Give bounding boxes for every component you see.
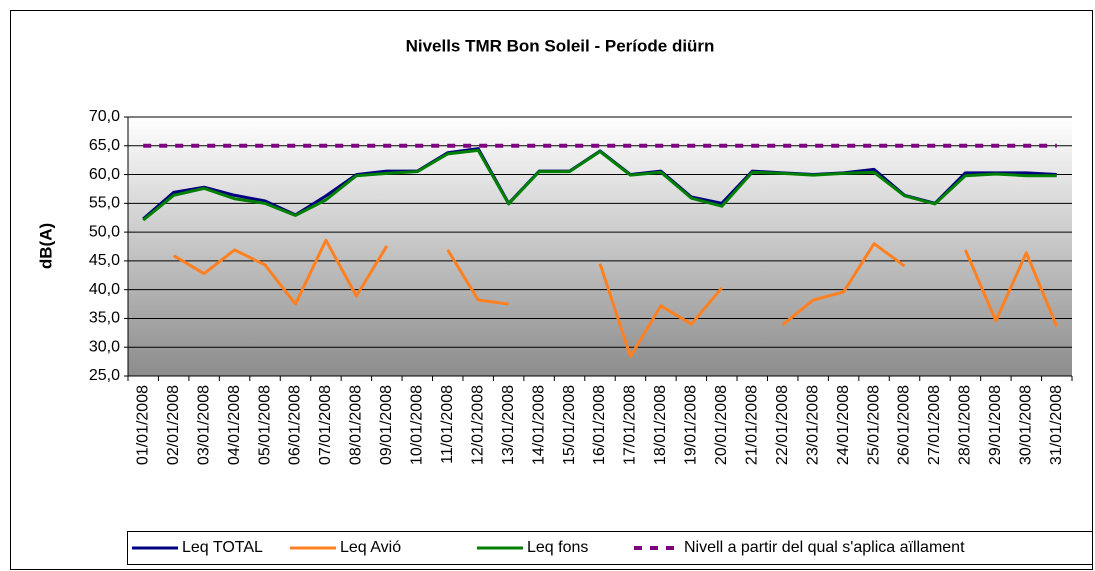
x-tick-label: 23/01/2008 [804,385,821,465]
y-tick-label: 30,0 [89,338,120,355]
y-tick-label: 50,0 [89,223,120,240]
x-tick-label: 29/01/2008 [987,385,1004,465]
x-tick-label: 17/01/2008 [622,385,639,465]
y-axis-label: dB(A) [36,223,55,269]
y-tick-label: 55,0 [89,195,120,212]
y-tick-label: 40,0 [89,281,120,298]
x-tick-label: 14/01/2008 [530,385,547,465]
x-tick-label: 11/01/2008 [439,385,456,464]
x-tick-label: 01/01/2008 [134,385,151,465]
x-tick-label: 13/01/2008 [500,385,517,465]
legend-label: Nivell a partir del qual s'aplica aïllam… [684,539,965,556]
y-tick-label: 65,0 [89,137,120,154]
y-tick-label: 35,0 [89,310,120,327]
y-tick-label: 45,0 [89,252,120,269]
x-tick-label: 09/01/2008 [378,385,395,465]
y-tick-label: 25,0 [89,367,120,384]
x-tick-label: 27/01/2008 [926,385,943,465]
x-tick-label: 16/01/2008 [591,385,608,465]
x-tick-label: 03/01/2008 [195,385,212,465]
x-tick-label: 02/01/2008 [165,385,182,465]
x-tick-label: 20/01/2008 [713,385,730,465]
x-tick-label: 21/01/2008 [743,385,760,465]
x-tick-label: 22/01/2008 [774,385,791,465]
x-tick-label: 10/01/2008 [409,385,426,465]
x-tick-label: 04/01/2008 [226,385,243,465]
x-tick-label: 26/01/2008 [896,385,913,465]
series-line [172,238,1059,358]
x-tick-label: 31/01/2008 [1048,385,1065,465]
plot-area [128,117,1072,376]
x-tick-label: 05/01/2008 [256,385,273,465]
series-line [142,148,1057,222]
x-tick-label: 30/01/2008 [1018,385,1035,465]
legend-label: Leq fons [527,539,588,556]
y-tick-label: 60,0 [89,166,120,183]
legend-label: Leq Avió [340,539,401,556]
x-tick-label: 12/01/2008 [469,385,486,465]
x-tick-label: 06/01/2008 [287,385,304,465]
x-tick-label: 07/01/2008 [317,385,334,465]
x-tick-label: 18/01/2008 [652,385,669,465]
x-tick-label: 24/01/2008 [835,385,852,465]
x-tick-label: 25/01/2008 [865,385,882,465]
x-tick-label: 28/01/2008 [957,385,974,465]
chart-title: Nivells TMR Bon Soleil - Període diürn [406,36,715,55]
x-tick-label: 08/01/2008 [348,385,365,465]
x-tick-label: 19/01/2008 [683,385,700,465]
legend-label: Leq TOTAL [182,539,263,556]
legend-box [127,531,1093,565]
x-tick-label: 15/01/2008 [561,385,578,465]
y-tick-label: 70,0 [89,108,120,125]
